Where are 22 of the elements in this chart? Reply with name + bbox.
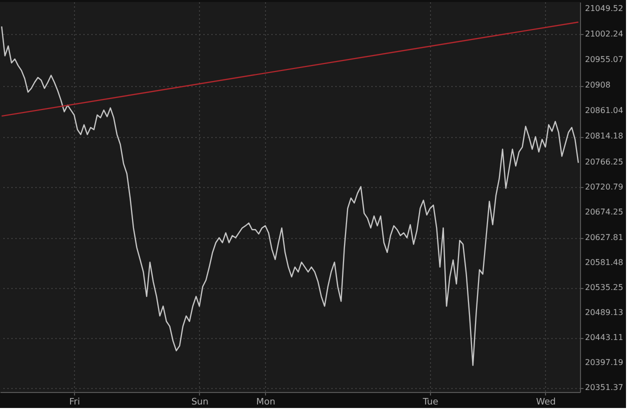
y-tick-label: 20674.25 [585,208,624,217]
y-tick-label: 20955.07 [585,55,624,64]
y-tick-label: 21002.24 [585,29,624,38]
x-tick-label: Fri [69,398,80,408]
y-tick-label: 20814.18 [585,132,624,141]
y-tick-label: 20766.25 [585,158,624,167]
line-series [1,26,579,366]
y-tick-label: 20535.25 [585,283,624,292]
x-tick-label: Wed [536,398,556,408]
x-tick-label: Mon [256,398,276,408]
y-tick-label: 20861.04 [585,106,624,116]
y-tick-label: 20627.81 [585,232,624,242]
x-tick-label: Sun [191,398,208,408]
y-tick-label: 20351.37 [585,382,624,392]
y-tick-label: 20720.79 [585,182,624,192]
y-tick-label: 20443.11 [585,333,624,342]
x-tick-label: Tue [422,398,439,408]
y-tick-label: 20489.13 [585,308,624,318]
y-tick-label: 20581.48 [585,258,624,268]
y-tick-label: 20908 [585,80,610,90]
y-tick-label: 21049.52 [585,4,624,13]
y-tick-label: 20397.19 [585,358,624,368]
